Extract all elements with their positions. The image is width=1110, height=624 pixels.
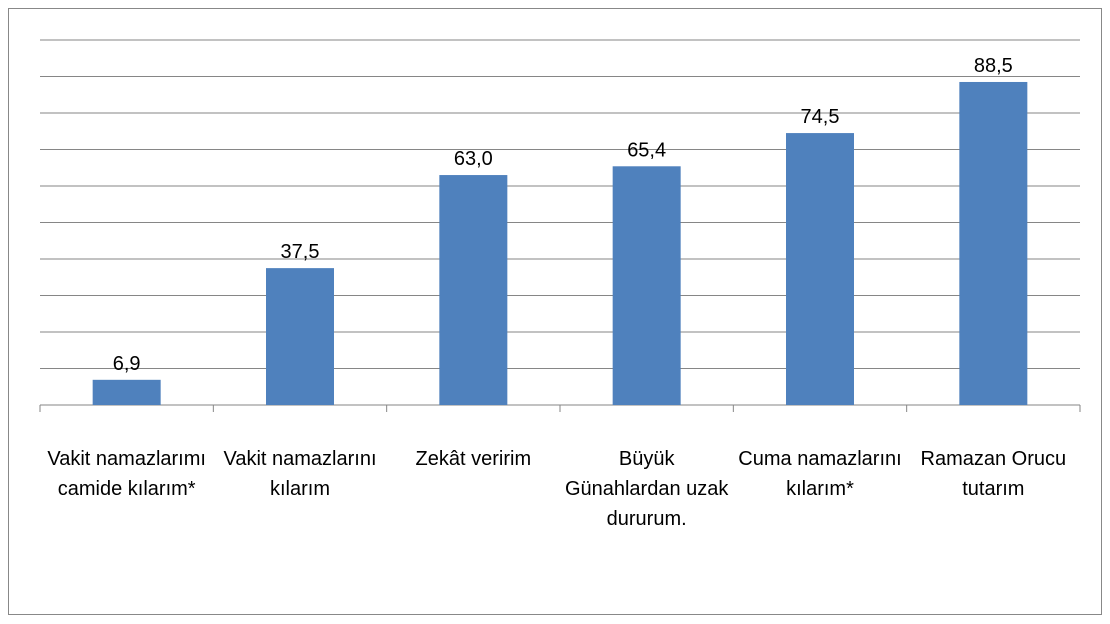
bar bbox=[959, 81, 1028, 405]
x-tick-label-line: Günahlardan uzak bbox=[565, 478, 729, 500]
value-label: 65,4 bbox=[627, 139, 666, 161]
x-tick-label-line: Zekât veririm bbox=[416, 448, 532, 470]
x-tick-label: Vakit namazlarımı camide kılarım* bbox=[47, 448, 206, 500]
bar bbox=[786, 133, 854, 405]
x-tick-label: Büyük Günahlardan uzak dururum. bbox=[565, 448, 729, 530]
x-tick-label: Zekât veririm bbox=[416, 448, 532, 470]
x-tick-label-line: Vakit namazlarını bbox=[223, 448, 376, 470]
x-tick-label-line: dururum. bbox=[607, 508, 687, 530]
x-tick-label-line: kılarım* bbox=[786, 478, 854, 500]
value-label: 63,0 bbox=[454, 148, 493, 170]
chart-border bbox=[8, 8, 1102, 615]
value-label: 37,5 bbox=[281, 241, 320, 263]
x-tick-label: Vakit namazlarını kılarım bbox=[223, 448, 376, 500]
value-label: 6,9 bbox=[113, 353, 141, 375]
value-label: 88,5 bbox=[974, 55, 1013, 77]
value-label: 74,5 bbox=[801, 106, 840, 128]
x-tick-label: Cuma namazlarını kılarım* bbox=[738, 448, 901, 500]
bar bbox=[439, 175, 508, 405]
x-tick-label-line: Ramazan Orucu bbox=[921, 448, 1067, 470]
x-tick-label-line: Büyük bbox=[619, 448, 676, 470]
x-tick-label-line: Vakit namazlarımı bbox=[47, 448, 206, 470]
x-tick-label-line: Cuma namazlarını bbox=[738, 448, 901, 470]
x-tick-label-line: camide kılarım* bbox=[58, 478, 196, 500]
bar bbox=[266, 268, 334, 405]
x-tick-label-line: kılarım bbox=[270, 478, 330, 500]
x-tick-label-line: tutarım bbox=[962, 478, 1024, 500]
bar bbox=[92, 379, 161, 405]
x-tick-label: Ramazan Orucu tutarım bbox=[921, 448, 1067, 500]
bar bbox=[612, 166, 681, 405]
